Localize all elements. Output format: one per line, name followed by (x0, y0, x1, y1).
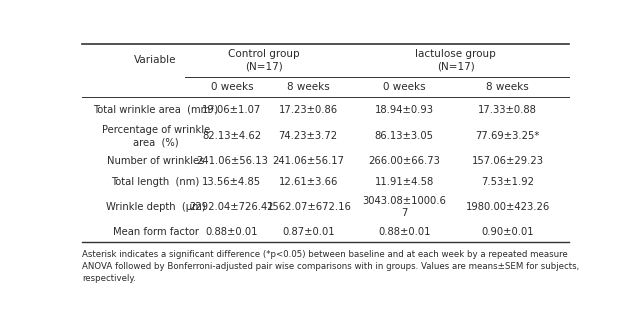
Text: 82.13±4.62: 82.13±4.62 (203, 131, 262, 141)
Text: 7.53±1.92: 7.53±1.92 (481, 177, 534, 187)
Text: 2562.07±672.16: 2562.07±672.16 (266, 202, 351, 212)
Text: Mean form factor: Mean form factor (112, 227, 199, 237)
Text: 17.23±0.86: 17.23±0.86 (279, 105, 338, 115)
Text: Number of wrinkles: Number of wrinkles (107, 156, 204, 166)
Text: Wrinkle depth  (μm): Wrinkle depth (μm) (106, 202, 206, 212)
Text: Total length  (nm): Total length (nm) (112, 177, 200, 187)
Text: 2292.04±726.41: 2292.04±726.41 (190, 202, 274, 212)
Text: 3043.08±1000.6
7: 3043.08±1000.6 7 (362, 196, 446, 218)
Text: 241.06±56.17: 241.06±56.17 (272, 156, 344, 166)
Text: Percentage of wrinkle
area  (%): Percentage of wrinkle area (%) (102, 125, 210, 147)
Text: Variable: Variable (135, 56, 177, 66)
Text: lactulose group
(N=17): lactulose group (N=17) (415, 49, 496, 72)
Text: 0.87±0.01: 0.87±0.01 (282, 227, 335, 237)
Text: 18.94±0.93: 18.94±0.93 (375, 105, 434, 115)
Text: 0 weeks: 0 weeks (211, 82, 253, 92)
Text: 1980.00±423.26: 1980.00±423.26 (465, 202, 550, 212)
Text: 13.56±4.85: 13.56±4.85 (203, 177, 262, 187)
Text: 17.33±0.88: 17.33±0.88 (478, 105, 537, 115)
Text: 8 weeks: 8 weeks (486, 82, 529, 92)
Text: Control group
(N=17): Control group (N=17) (228, 49, 300, 72)
Text: 0 weeks: 0 weeks (383, 82, 425, 92)
Text: 0.90±0.01: 0.90±0.01 (481, 227, 534, 237)
Text: Asterisk indicates a significant difference (*p<0.05) between baseline and at ea: Asterisk indicates a significant differe… (82, 250, 579, 283)
Text: 266.00±66.73: 266.00±66.73 (368, 156, 440, 166)
Text: 86.13±3.05: 86.13±3.05 (375, 131, 434, 141)
Text: 74.23±3.72: 74.23±3.72 (279, 131, 338, 141)
Text: Total wrinkle area  (mm²): Total wrinkle area (mm²) (93, 105, 218, 115)
Text: 11.91±4.58: 11.91±4.58 (375, 177, 434, 187)
Text: 0.88±0.01: 0.88±0.01 (378, 227, 431, 237)
Text: 0.88±0.01: 0.88±0.01 (206, 227, 258, 237)
Text: 157.06±29.23: 157.06±29.23 (472, 156, 544, 166)
Text: 19.06±1.07: 19.06±1.07 (203, 105, 262, 115)
Text: 12.61±3.66: 12.61±3.66 (279, 177, 338, 187)
Text: 8 weeks: 8 weeks (287, 82, 330, 92)
Text: 241.06±56.13: 241.06±56.13 (196, 156, 268, 166)
Text: 77.69±3.25*: 77.69±3.25* (476, 131, 540, 141)
